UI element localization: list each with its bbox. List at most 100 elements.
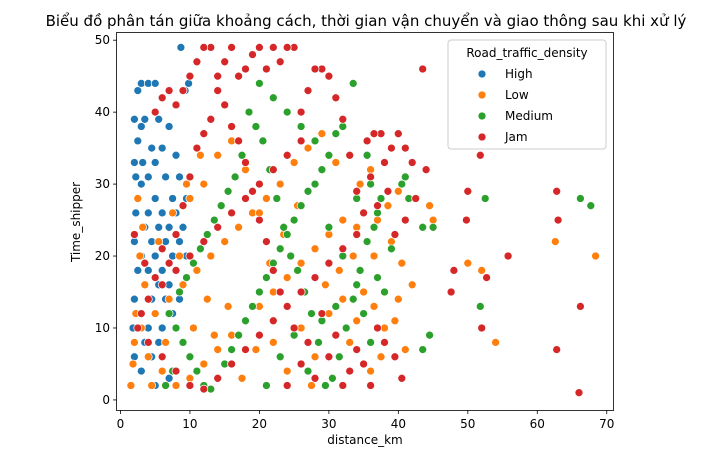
data-point [272, 194, 282, 203]
data-point [387, 143, 396, 153]
data-point [143, 352, 153, 362]
data-point [164, 222, 174, 232]
data-point [341, 323, 351, 333]
data-point [480, 194, 490, 203]
data-point [338, 381, 348, 390]
data-point [334, 352, 344, 362]
data-point [147, 381, 157, 390]
data-point [296, 107, 306, 117]
data-point [157, 280, 167, 290]
plot-frame [116, 32, 614, 411]
legend-marker [477, 111, 487, 121]
data-point [227, 208, 236, 218]
x-tick-label: 30 [321, 417, 336, 431]
data-point [241, 165, 250, 175]
data-point [258, 136, 268, 146]
data-point [171, 230, 181, 239]
data-point [178, 201, 188, 211]
data-point [199, 179, 209, 189]
data-point [143, 266, 153, 275]
data-point [175, 172, 184, 182]
data-point [130, 230, 139, 239]
data-point [348, 294, 358, 304]
data-point [418, 222, 428, 232]
data-point [171, 381, 181, 390]
data-point [130, 158, 139, 167]
data-point [411, 194, 421, 203]
data-point [164, 122, 174, 131]
data-point [475, 150, 485, 160]
data-point [418, 64, 428, 74]
x-tick-label: 0 [117, 417, 125, 431]
data-point [241, 316, 250, 326]
data-point [237, 150, 247, 160]
data-point [133, 86, 143, 95]
data-point [150, 194, 160, 203]
data-point [310, 244, 320, 254]
data-point [126, 381, 136, 390]
data-point [296, 136, 306, 146]
data-point [289, 323, 299, 333]
data-point [143, 338, 153, 347]
data-point [366, 172, 375, 182]
data-point [477, 266, 487, 275]
data-point [553, 215, 563, 225]
data-point [255, 215, 264, 225]
data-point [345, 366, 355, 376]
data-point [136, 366, 146, 376]
data-point [373, 273, 382, 282]
data-point [463, 258, 473, 268]
data-point [380, 338, 389, 347]
data-point [147, 143, 157, 153]
data-point [171, 150, 181, 160]
data-point [268, 93, 278, 103]
data-point [157, 208, 167, 218]
data-point [154, 237, 164, 246]
data-point [289, 330, 299, 340]
data-point [317, 316, 327, 326]
data-point [331, 158, 341, 167]
data-point [140, 114, 150, 124]
y-tick-label: 40 [95, 105, 110, 119]
data-point [140, 258, 150, 268]
data-point [196, 244, 205, 254]
series-low [126, 129, 600, 390]
data-point [338, 215, 348, 225]
legend-title: Road_traffic_density [466, 46, 587, 60]
data-point [209, 330, 219, 340]
data-points [126, 43, 600, 398]
data-point [369, 302, 379, 311]
data-point [310, 179, 320, 189]
data-point [338, 251, 348, 261]
data-point [237, 373, 247, 383]
data-point [143, 294, 153, 304]
data-point [491, 338, 500, 347]
data-point [462, 215, 471, 225]
data-point [255, 208, 264, 218]
data-point [338, 294, 348, 304]
data-point [576, 194, 585, 203]
data-point [317, 129, 327, 139]
data-point [164, 373, 174, 383]
data-point [213, 345, 223, 354]
data-point [376, 352, 386, 362]
data-point [241, 345, 250, 354]
data-point [393, 294, 403, 304]
data-point [352, 222, 362, 232]
data-point [550, 237, 560, 246]
data-point [282, 273, 292, 282]
data-point [296, 258, 306, 268]
data-point [161, 338, 170, 347]
data-point [268, 165, 278, 175]
data-point [150, 273, 160, 282]
data-point [321, 280, 330, 290]
data-point [503, 251, 513, 261]
data-point [307, 381, 316, 390]
data-point [268, 43, 278, 52]
data-point [241, 64, 250, 74]
data-point [552, 345, 562, 354]
data-point [262, 273, 271, 282]
data-point [223, 302, 233, 311]
y-tick-label: 0 [102, 393, 110, 407]
data-point [373, 201, 382, 211]
